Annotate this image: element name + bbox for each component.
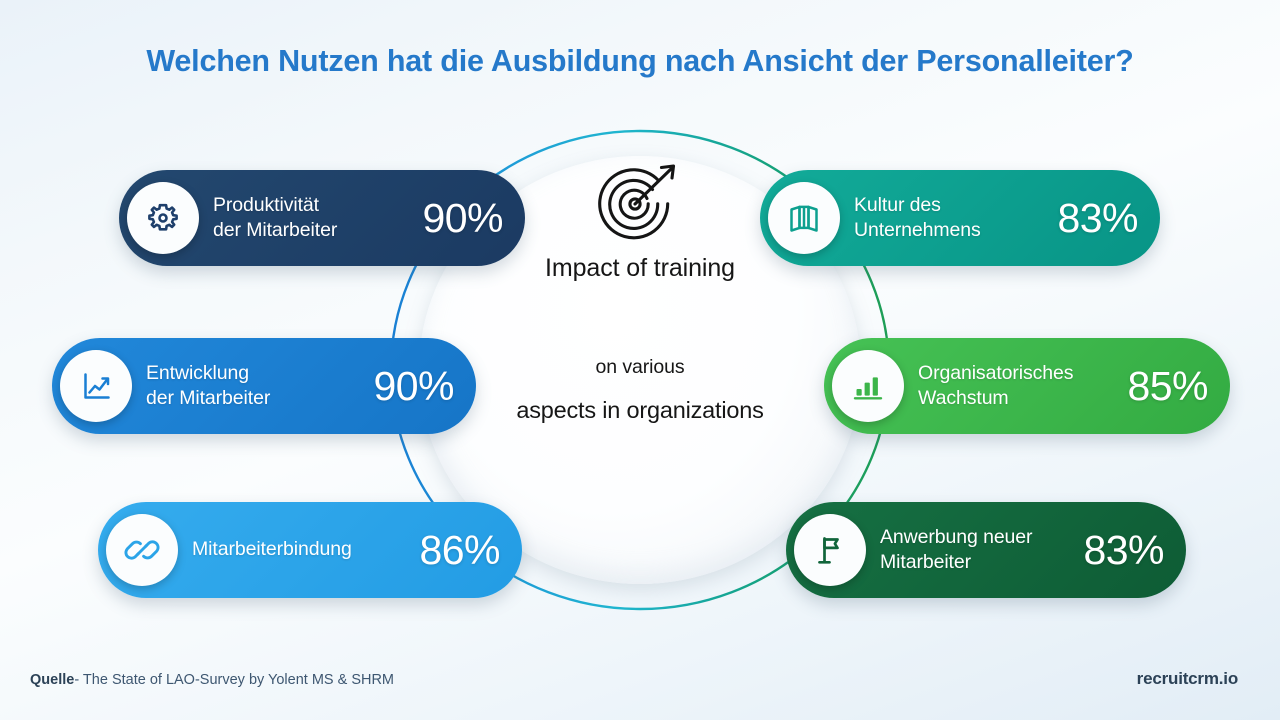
stat-pill-anwerbung[interactable]: Anwerbung neuer Mitarbeiter 83%	[786, 502, 1186, 598]
pill-icon-wrapper	[794, 514, 866, 586]
pill-body: Organisatorisches Wachstum 85%	[904, 361, 1230, 412]
center-subtitle-big: aspects in organizations	[516, 396, 764, 423]
center-subtitle-small: on various	[595, 355, 685, 378]
pill-value: 90%	[422, 194, 503, 241]
flag-icon	[818, 537, 839, 564]
pill-body: Anwerbung neuer Mitarbeiter 83%	[866, 525, 1186, 576]
pill-value: 86%	[419, 526, 500, 573]
pill-label: Mitarbeiterbindung	[192, 538, 352, 561]
pill-icon-wrapper	[60, 350, 132, 422]
stat-pill-entwicklung[interactable]: Entwicklung der Mitarbeiter 90%	[52, 338, 476, 434]
source-label: Quelle	[30, 672, 75, 688]
page-title: Welchen Nutzen hat die Ausbildung nach A…	[146, 44, 1134, 78]
pill-label: Entwicklung der Mitarbeiter	[146, 361, 271, 409]
gear-icon	[148, 203, 178, 231]
pill-label: Kultur des Unternehmens	[854, 193, 981, 241]
pill-icon-wrapper	[127, 182, 199, 254]
link-icon	[124, 540, 160, 560]
pill-label: Produktivität der Mitarbeiter	[213, 193, 338, 241]
pill-icon-wrapper	[832, 350, 904, 422]
stat-pill-mitarbeiterbindung[interactable]: Mitarbeiterbindung 86%	[98, 502, 522, 598]
stat-pill-wachstum[interactable]: Organisatorisches Wachstum 85%	[824, 338, 1230, 434]
pill-body: Entwicklung der Mitarbeiter 90%	[132, 361, 476, 412]
pill-value: 83%	[1057, 194, 1138, 241]
pill-icon-wrapper	[768, 182, 840, 254]
pill-body: Produktivität der Mitarbeiter 90%	[199, 193, 525, 244]
pill-icon-wrapper	[106, 514, 178, 586]
pill-value: 83%	[1083, 526, 1164, 573]
pill-value: 85%	[1127, 362, 1208, 409]
pill-value: 90%	[373, 362, 454, 409]
source-text: - The State of LAO-Survey by Yolent MS &…	[74, 672, 395, 688]
book-map-icon	[790, 205, 818, 232]
center-title: Impact of training	[545, 254, 735, 282]
stat-pill-produktivitaet[interactable]: Produktivität der Mitarbeiter 90%	[119, 170, 525, 266]
line-chart-icon	[84, 373, 110, 399]
target-arrow-icon	[598, 164, 676, 240]
brand-logo: recruitcrm.io	[1136, 669, 1239, 688]
stat-pill-kultur[interactable]: Kultur des Unternehmens 83%	[760, 170, 1160, 266]
pill-label: Organisatorisches Wachstum	[918, 361, 1074, 409]
bar-chart-icon	[853, 377, 883, 400]
pill-body: Kultur des Unternehmens 83%	[840, 193, 1160, 244]
center-content: Impact of training on various aspects in…	[500, 160, 780, 520]
pill-label: Anwerbung neuer Mitarbeiter	[880, 525, 1033, 573]
source-note: Quelle- The State of LAO-Survey by Yolen…	[30, 672, 394, 688]
pill-body: Mitarbeiterbindung 86%	[178, 526, 522, 573]
